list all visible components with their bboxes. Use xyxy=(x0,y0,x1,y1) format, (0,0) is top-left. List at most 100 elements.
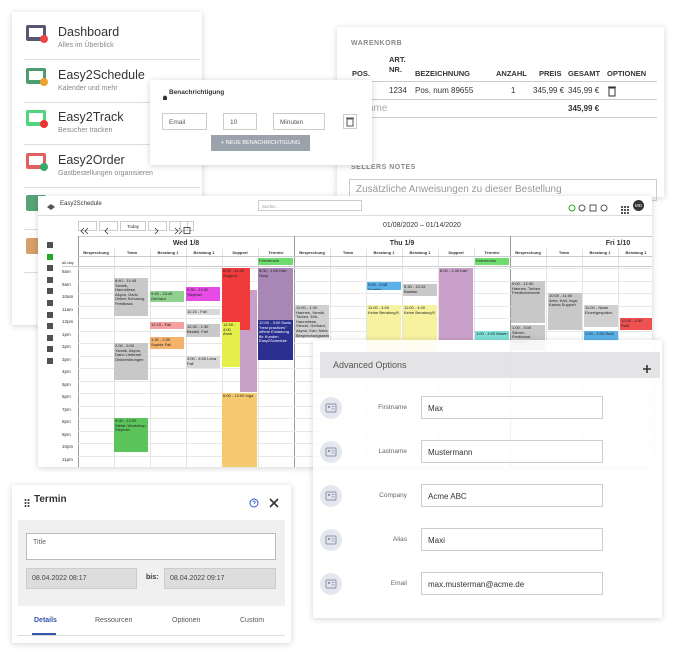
event[interactable]: 3:00 - 4:00 Lena Fall xyxy=(186,356,220,368)
event[interactable]: 9:00 - 12:30 Hannes, Torben Feedbackrund… xyxy=(511,281,545,323)
section-title: Advanced Options xyxy=(333,360,407,370)
resource-header: Support xyxy=(232,250,248,255)
event[interactable]: 1:00 - 2:00 Rudi xyxy=(584,331,618,341)
time-label: 11pm xyxy=(62,456,73,462)
start-input[interactable]: 08.04.2022 08:17 xyxy=(26,568,137,589)
divider xyxy=(78,256,652,257)
add-button[interactable]: + NEUE BENACHRICHTIGUNG xyxy=(211,135,310,151)
event[interactable]: 12:15 - Fall xyxy=(150,322,184,329)
field-input[interactable]: max.musterman@acme.de xyxy=(421,572,603,595)
sidebar-icon xyxy=(46,340,54,353)
event[interactable]: 12:00 - 1:00 Rudi xyxy=(620,318,652,330)
field-input[interactable]: Acme ABC xyxy=(421,484,603,507)
menu-title[interactable]: Easy2Schedule xyxy=(58,67,145,82)
event[interactable]: 1:00 - 4:00 Maren xyxy=(475,331,509,340)
cart-cell: 345,99 € xyxy=(568,86,600,95)
date-range: 01/08/2020 – 01/14/2020 xyxy=(383,222,461,229)
menu-icon xyxy=(24,150,50,174)
title-input[interactable]: Title xyxy=(26,533,276,560)
resource-header: Termine xyxy=(484,250,500,255)
resource-header: Besprechung xyxy=(299,250,325,255)
event[interactable]: 9:30 - 10:15 Bastian xyxy=(403,284,437,296)
event[interactable]: 12:30 - 4:00 Anne xyxy=(222,322,240,367)
search-input[interactable]: Suche... xyxy=(258,200,362,211)
amount-input[interactable]: 10 xyxy=(223,113,257,130)
time-label: 2pm xyxy=(62,344,71,349)
event[interactable]: 6:00 - 12:00 Inga xyxy=(222,393,257,467)
date-picker-button[interactable] xyxy=(180,221,194,234)
event[interactable]: 11:15 - Fall xyxy=(186,309,220,315)
field-input[interactable]: Mustermann xyxy=(421,440,603,463)
time-label: 9am xyxy=(62,281,71,287)
channel-select[interactable]: Email xyxy=(162,113,207,130)
field-input[interactable]: Max xyxy=(421,396,603,419)
event[interactable]: 11:00 - 1:30 Hannes, Yannik, Torben, Eri… xyxy=(295,305,329,338)
tab[interactable]: Details xyxy=(34,617,57,624)
today-button[interactable]: Today xyxy=(120,221,146,231)
event[interactable]: 12:00 - 3:00 Dario "best practices" offe… xyxy=(258,320,293,360)
event[interactable]: 8:00 - 11:00 Support xyxy=(222,268,250,330)
resource-header: Team xyxy=(558,250,570,255)
nav-button[interactable] xyxy=(99,221,118,235)
app-logo xyxy=(46,200,56,210)
divider xyxy=(62,266,652,267)
cart-header: ART. NR. xyxy=(389,55,406,74)
event[interactable]: 8:40 - 11:45 Yannik, Hanneliese, Akyno, … xyxy=(114,278,148,316)
event[interactable]: 8:00 - 1:00 Karl Hosp xyxy=(258,268,293,322)
cart-sum-value: 345,99 € xyxy=(568,104,600,113)
column-line xyxy=(150,249,151,467)
help-button[interactable] xyxy=(249,495,259,508)
divider xyxy=(38,215,652,216)
sidebar-icon xyxy=(46,248,54,260)
end-input[interactable]: 08.04.2022 09:17 xyxy=(164,568,276,589)
cart-header: ANZAHL xyxy=(496,69,527,78)
cart-header: PREIS xyxy=(539,69,562,78)
day-divider xyxy=(294,236,295,467)
event[interactable]: 9:30 - 10:30 Stephan xyxy=(186,287,220,301)
time-label: 7pm xyxy=(62,406,71,412)
field-input[interactable]: Maxi xyxy=(421,528,603,551)
delete-button[interactable] xyxy=(343,114,357,129)
menu-subtitle: Gastbestellungen organisieren xyxy=(58,169,153,177)
field-icon xyxy=(320,397,342,419)
event[interactable]: 11:00 - Nicke Einzelgespräch xyxy=(584,305,618,327)
event[interactable]: 9:00 - 9:45 Goethe xyxy=(367,282,401,290)
hour-line xyxy=(78,268,652,269)
hour-line xyxy=(78,280,652,282)
sidebar-icon xyxy=(46,352,54,364)
resource-header: Besprechung xyxy=(83,250,109,255)
event[interactable]: 12:30 - 1:30 Bestell. Fall xyxy=(186,324,220,337)
event[interactable]: 9:45 - 10:45 Gerhard xyxy=(150,291,184,302)
event[interactable]: 8:00 - 1:30 Karl xyxy=(439,268,473,340)
menu-title[interactable]: Easy2Order xyxy=(58,152,125,167)
expand-button[interactable] xyxy=(642,361,652,373)
event[interactable]: 9:00 - 12:00 Stefan Workshop Stephan xyxy=(114,418,148,452)
sidebar-icon xyxy=(46,282,54,295)
sidebar-icon xyxy=(46,329,54,341)
event[interactable]: 1:30 - 2:30 Sophie Fall xyxy=(150,337,184,349)
event[interactable]: 2:00 - 5:00 Yannik, Akyno, Dario Liefera… xyxy=(114,343,148,380)
hour-line xyxy=(78,293,652,294)
tab[interactable]: Ressourcen xyxy=(95,617,133,624)
nav-button[interactable] xyxy=(78,221,97,235)
cart-cell: 1234 xyxy=(389,86,407,95)
delete-button[interactable] xyxy=(607,84,617,97)
event[interactable]: Feiertermin xyxy=(475,258,509,265)
sidebar-icon xyxy=(46,259,54,272)
event[interactable]: 10:00 - 11:00 Arne, Karl, Inga, Karina S… xyxy=(548,293,582,330)
tab-underline xyxy=(32,633,56,635)
event[interactable]: Feiertermin xyxy=(258,258,293,265)
bell-icon xyxy=(162,89,168,100)
tab[interactable]: Optionen xyxy=(172,617,201,624)
cart-title: WARENKORB xyxy=(351,40,403,47)
unit-select[interactable]: Minuten xyxy=(273,113,325,130)
tab[interactable]: Custom xyxy=(240,617,265,624)
divider xyxy=(78,236,652,237)
menu-title[interactable]: Dashboard xyxy=(58,25,120,39)
time-label: 10pm xyxy=(62,444,74,449)
nav-button[interactable] xyxy=(148,221,167,235)
menu-title[interactable]: Easy2Track xyxy=(58,110,124,124)
cart-header: POS. xyxy=(352,69,370,78)
close-button[interactable] xyxy=(269,495,279,508)
divider xyxy=(24,144,200,145)
